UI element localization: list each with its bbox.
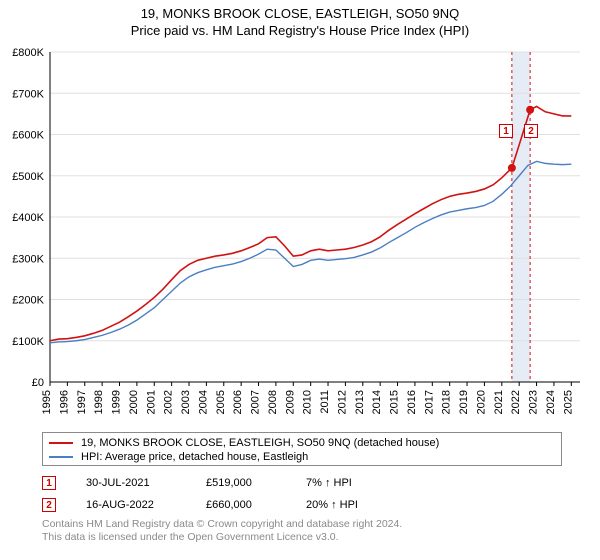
- svg-text:2002: 2002: [163, 390, 175, 414]
- svg-text:2000: 2000: [128, 390, 140, 414]
- svg-text:£300K: £300K: [12, 253, 44, 265]
- svg-text:£400K: £400K: [12, 212, 44, 224]
- svg-text:2021: 2021: [493, 390, 505, 414]
- svg-text:2005: 2005: [215, 390, 227, 414]
- svg-text:1999: 1999: [111, 390, 123, 414]
- chart-area: £0 £100K £200K £300K £400K £500K £600K £700K £80…: [0, 44, 600, 428]
- chart-marker-label: 2: [524, 124, 538, 138]
- footnote: Contains HM Land Registry data © Crown c…: [42, 518, 562, 544]
- chart-marker-label: 1: [499, 124, 513, 138]
- footnote-line: Contains HM Land Registry data © Crown c…: [42, 518, 562, 531]
- svg-text:2006: 2006: [232, 390, 244, 414]
- svg-text:2009: 2009: [284, 390, 296, 414]
- svg-text:2023: 2023: [528, 390, 540, 414]
- svg-text:2013: 2013: [354, 390, 366, 414]
- legend-item: 19, MONKS BROOK CLOSE, EASTLEIGH, SO50 9…: [49, 436, 555, 450]
- svg-text:2014: 2014: [371, 390, 383, 414]
- marker-date: 30-JUL-2021: [86, 477, 206, 489]
- svg-text:£100K: £100K: [12, 336, 44, 348]
- svg-text:£200K: £200K: [12, 295, 44, 307]
- legend-swatch-1: [49, 442, 73, 444]
- footnote-line: This data is licensed under the Open Gov…: [42, 531, 562, 544]
- svg-text:2003: 2003: [180, 390, 192, 414]
- marker-badge-1: 1: [42, 476, 56, 490]
- marker-price: £519,000: [206, 477, 306, 489]
- svg-text:2025: 2025: [562, 390, 574, 414]
- svg-text:1995: 1995: [41, 390, 53, 414]
- svg-text:2004: 2004: [197, 390, 209, 414]
- svg-text:£0: £0: [32, 377, 44, 389]
- marker-table: 1 30-JUL-2021 £519,000 7% ↑ HPI 2 16-AUG…: [42, 472, 562, 516]
- svg-text:2007: 2007: [250, 390, 262, 414]
- marker-row: 2 16-AUG-2022 £660,000 20% ↑ HPI: [42, 494, 562, 516]
- marker-badge-2: 2: [42, 498, 56, 512]
- svg-text:£800K: £800K: [12, 47, 44, 59]
- svg-text:2001: 2001: [145, 390, 157, 414]
- marker-pct: 7% ↑ HPI: [306, 477, 416, 489]
- svg-text:£500K: £500K: [12, 171, 44, 183]
- marker-row: 1 30-JUL-2021 £519,000 7% ↑ HPI: [42, 472, 562, 494]
- svg-text:2017: 2017: [423, 390, 435, 414]
- svg-text:2019: 2019: [458, 390, 470, 414]
- legend-swatch-2: [49, 456, 73, 458]
- svg-text:£600K: £600K: [12, 130, 44, 142]
- svg-text:1997: 1997: [76, 390, 88, 414]
- legend-label: 19, MONKS BROOK CLOSE, EASTLEIGH, SO50 9…: [81, 436, 439, 450]
- legend: 19, MONKS BROOK CLOSE, EASTLEIGH, SO50 9…: [42, 432, 562, 466]
- svg-text:1996: 1996: [58, 390, 70, 414]
- legend-item: HPI: Average price, detached house, East…: [49, 450, 555, 464]
- page-subtitle: Price paid vs. HM Land Registry's House …: [0, 23, 600, 38]
- svg-text:1998: 1998: [93, 390, 105, 414]
- svg-text:£700K: £700K: [12, 88, 44, 100]
- marker-date: 16-AUG-2022: [86, 499, 206, 511]
- marker-pct: 20% ↑ HPI: [306, 499, 416, 511]
- page-title: 19, MONKS BROOK CLOSE, EASTLEIGH, SO50 9…: [0, 6, 600, 21]
- line-chart: £0 £100K £200K £300K £400K £500K £600K £700K £80…: [0, 44, 600, 428]
- svg-text:2016: 2016: [406, 390, 418, 414]
- svg-text:2015: 2015: [389, 390, 401, 414]
- svg-text:2020: 2020: [475, 390, 487, 414]
- svg-text:2022: 2022: [510, 390, 522, 414]
- svg-text:2018: 2018: [441, 390, 453, 414]
- svg-text:2008: 2008: [267, 390, 279, 414]
- svg-text:2024: 2024: [545, 390, 557, 414]
- svg-text:2010: 2010: [302, 390, 314, 414]
- svg-text:2012: 2012: [336, 390, 348, 414]
- marker-price: £660,000: [206, 499, 306, 511]
- legend-label: HPI: Average price, detached house, East…: [81, 450, 308, 464]
- svg-text:2011: 2011: [319, 390, 331, 414]
